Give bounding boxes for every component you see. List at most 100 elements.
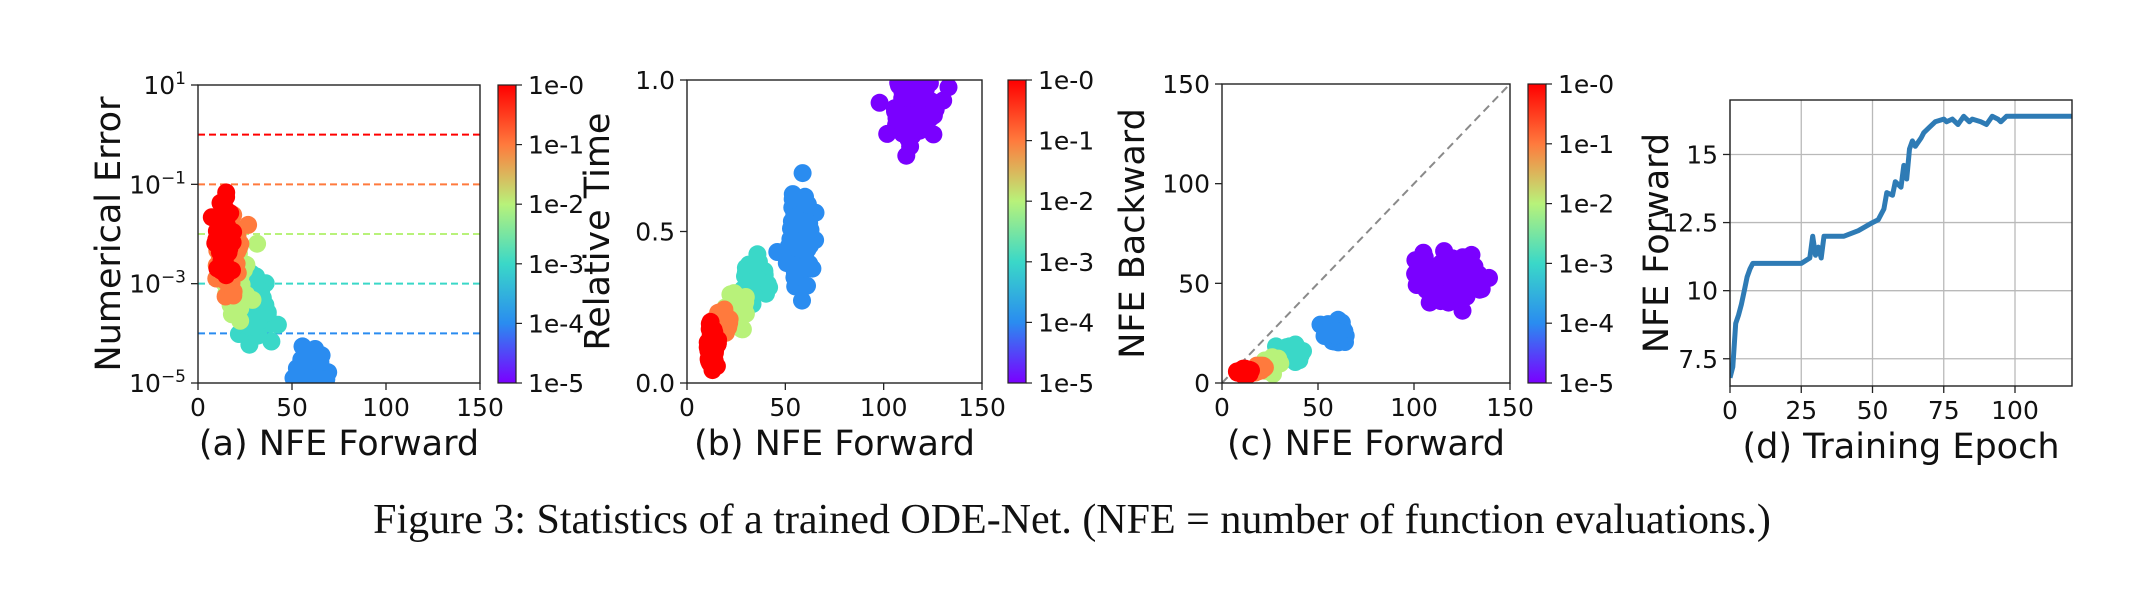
scatter-point (700, 314, 719, 333)
y-tick-label: 50 (1178, 269, 1210, 298)
colorbar-tick-label: 1e-4 (528, 309, 584, 338)
scatter-point (921, 104, 940, 123)
y-axis-label: Relative Time (578, 113, 618, 351)
colorbar-tick-label: 1e-5 (1038, 369, 1094, 398)
colorbar-tick-label: 1e-1 (1558, 130, 1614, 159)
y-tick-label: 7.5 (1678, 345, 1718, 374)
scatter-point (1412, 253, 1431, 272)
scatter-point (782, 212, 801, 231)
colorbar (1007, 79, 1027, 384)
x-tick-label: 0 (1214, 393, 1230, 422)
colorbar (1527, 83, 1547, 384)
x-tick-label: 150 (1486, 393, 1534, 422)
y-tick-label: 150 (1162, 70, 1210, 99)
scatter-point (212, 261, 231, 280)
scatter-point (801, 220, 820, 239)
scatter-point (896, 80, 915, 95)
y-tick-label: 101 (143, 69, 186, 100)
scatter-point (705, 336, 724, 355)
y-axis-label: NFE Backward (1113, 108, 1153, 359)
scatter-point (1461, 247, 1479, 266)
colorbar-tick-label: 1e-3 (528, 250, 584, 279)
plot-frame (1729, 99, 2073, 387)
colorbar-tick-label: 1e-4 (1558, 309, 1614, 338)
scatter-point (216, 219, 235, 238)
scatter-point (796, 257, 815, 276)
y-axis-label: Numerical Error (89, 96, 129, 372)
panel-d: 0 25 50 75 100 7.5 10 12.5 15 (d) Training Epoch N… (1637, 99, 2073, 467)
y-tick-label: 1.0 (635, 66, 675, 95)
x-tick-label: 150 (456, 393, 504, 422)
scatter-point (793, 164, 812, 183)
x-tick-label: 50 (276, 393, 308, 422)
scatter-point (899, 106, 918, 125)
x-tick-label: 0 (1722, 396, 1738, 425)
scatter-point (317, 370, 336, 383)
x-tick-label: 0 (190, 393, 206, 422)
y-tick-label: 10−1 (129, 168, 186, 199)
scatter-point (793, 291, 811, 310)
scatter-point (870, 93, 889, 112)
scatter-point (1236, 364, 1254, 383)
scatter-point (1328, 322, 1347, 341)
colorbar-tick-label: 1e-5 (528, 369, 584, 398)
colorbar-tick-label: 1e-1 (1038, 127, 1094, 156)
plot-area (198, 133, 480, 383)
scatter-point (1283, 343, 1302, 362)
x-tick-label: 100 (362, 393, 410, 422)
scatter-point (795, 241, 814, 260)
x-tick-label: 50 (1302, 393, 1334, 422)
colorbar-tick-label: 1e-0 (1558, 70, 1614, 99)
scatter-point (768, 243, 787, 261)
colorbar-tick-label: 1e-4 (1038, 308, 1094, 337)
scatter-point (219, 243, 238, 262)
diagonal-line (1222, 84, 1510, 383)
colorbar-tick-label: 1e-2 (528, 190, 584, 219)
scatter-point (1420, 293, 1439, 312)
scatter-point (1446, 256, 1465, 275)
scatter-point (1424, 268, 1443, 287)
x-tick-label: 100 (1390, 393, 1438, 422)
y-tick-label: 0 (1194, 369, 1210, 398)
colorbar-tick-label: 1e-1 (528, 131, 584, 160)
scatter-point (217, 188, 236, 207)
y-tick-label: 12.5 (1662, 209, 1718, 238)
scatter-point (914, 80, 932, 97)
y-tick-label: 15 (1686, 140, 1718, 169)
x-tick-label: 0 (679, 393, 695, 422)
scatter-point (739, 255, 758, 274)
colorbar (497, 84, 517, 384)
x-tick-label: 50 (1857, 396, 1889, 425)
x-axis-label: (b) NFE Forward (694, 424, 975, 464)
y-tick-label: 10−5 (129, 367, 186, 398)
scatter-point (287, 359, 306, 378)
x-axis-label: (a) NFE Forward (199, 424, 479, 464)
colorbar-tick-label: 1e-0 (1038, 66, 1094, 95)
y-tick-label: 0.0 (635, 369, 675, 398)
scatter-point (715, 304, 734, 323)
x-tick-label: 100 (860, 393, 908, 422)
scatter-point (231, 311, 250, 330)
scatter-point (901, 137, 920, 156)
x-axis-label: (c) NFE Forward (1227, 424, 1505, 464)
scatter-point (245, 317, 264, 336)
plot-area (698, 80, 958, 380)
panel-b: 0 50 100 150 0.0 0.5 1.0 (b) NFE Forward Relativ… (578, 66, 1094, 464)
x-tick-label: 50 (769, 393, 801, 422)
y-axis-label: NFE Forward (1637, 133, 1677, 353)
y-tick-label: 0.5 (635, 218, 675, 247)
scatter-point (1443, 278, 1462, 297)
colorbar-tick-label: 1e-3 (1558, 249, 1614, 278)
scatter-point (224, 282, 243, 301)
plot-area (1730, 113, 2072, 379)
colorbar-tick-label: 1e-2 (1558, 190, 1614, 219)
y-tick-label: 10 (1686, 277, 1718, 306)
figure-caption: Figure 3: Statistics of a trained ODE-Ne… (373, 497, 1771, 543)
colorbar-tick-label: 1e-3 (1038, 248, 1094, 277)
scatter-point (262, 332, 281, 351)
scatter-point (248, 234, 267, 253)
colorbar-tick-label: 1e-2 (1038, 187, 1094, 216)
scatter-point (1470, 276, 1489, 295)
x-tick-label: 150 (958, 393, 1006, 422)
